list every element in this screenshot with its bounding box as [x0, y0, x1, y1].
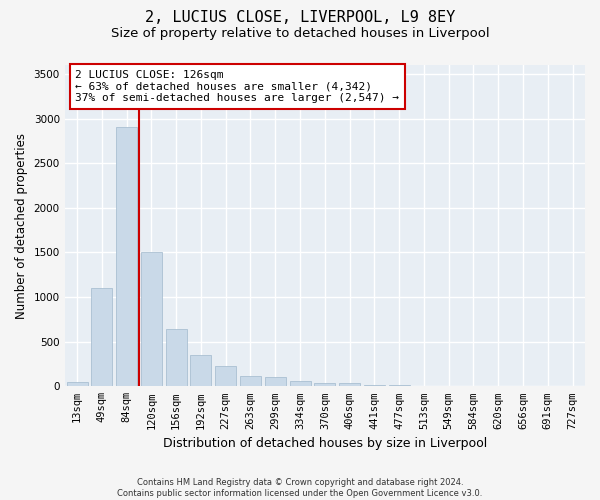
Bar — [265, 378, 286, 386]
Bar — [240, 376, 261, 386]
X-axis label: Distribution of detached houses by size in Liverpool: Distribution of detached houses by size … — [163, 437, 487, 450]
Bar — [364, 384, 385, 386]
Text: Contains HM Land Registry data © Crown copyright and database right 2024.
Contai: Contains HM Land Registry data © Crown c… — [118, 478, 482, 498]
Bar — [339, 383, 360, 386]
Bar — [141, 252, 162, 386]
Bar — [215, 366, 236, 386]
Text: 2 LUCIUS CLOSE: 126sqm
← 63% of detached houses are smaller (4,342)
37% of semi-: 2 LUCIUS CLOSE: 126sqm ← 63% of detached… — [75, 70, 399, 103]
Y-axis label: Number of detached properties: Number of detached properties — [15, 132, 28, 318]
Text: 2, LUCIUS CLOSE, LIVERPOOL, L9 8EY: 2, LUCIUS CLOSE, LIVERPOOL, L9 8EY — [145, 10, 455, 25]
Bar — [190, 355, 211, 386]
Bar — [91, 288, 112, 386]
Bar — [314, 383, 335, 386]
Bar — [67, 382, 88, 386]
Bar — [290, 381, 311, 386]
Text: Size of property relative to detached houses in Liverpool: Size of property relative to detached ho… — [110, 28, 490, 40]
Bar — [166, 329, 187, 386]
Bar — [116, 128, 137, 386]
Bar — [389, 385, 410, 386]
